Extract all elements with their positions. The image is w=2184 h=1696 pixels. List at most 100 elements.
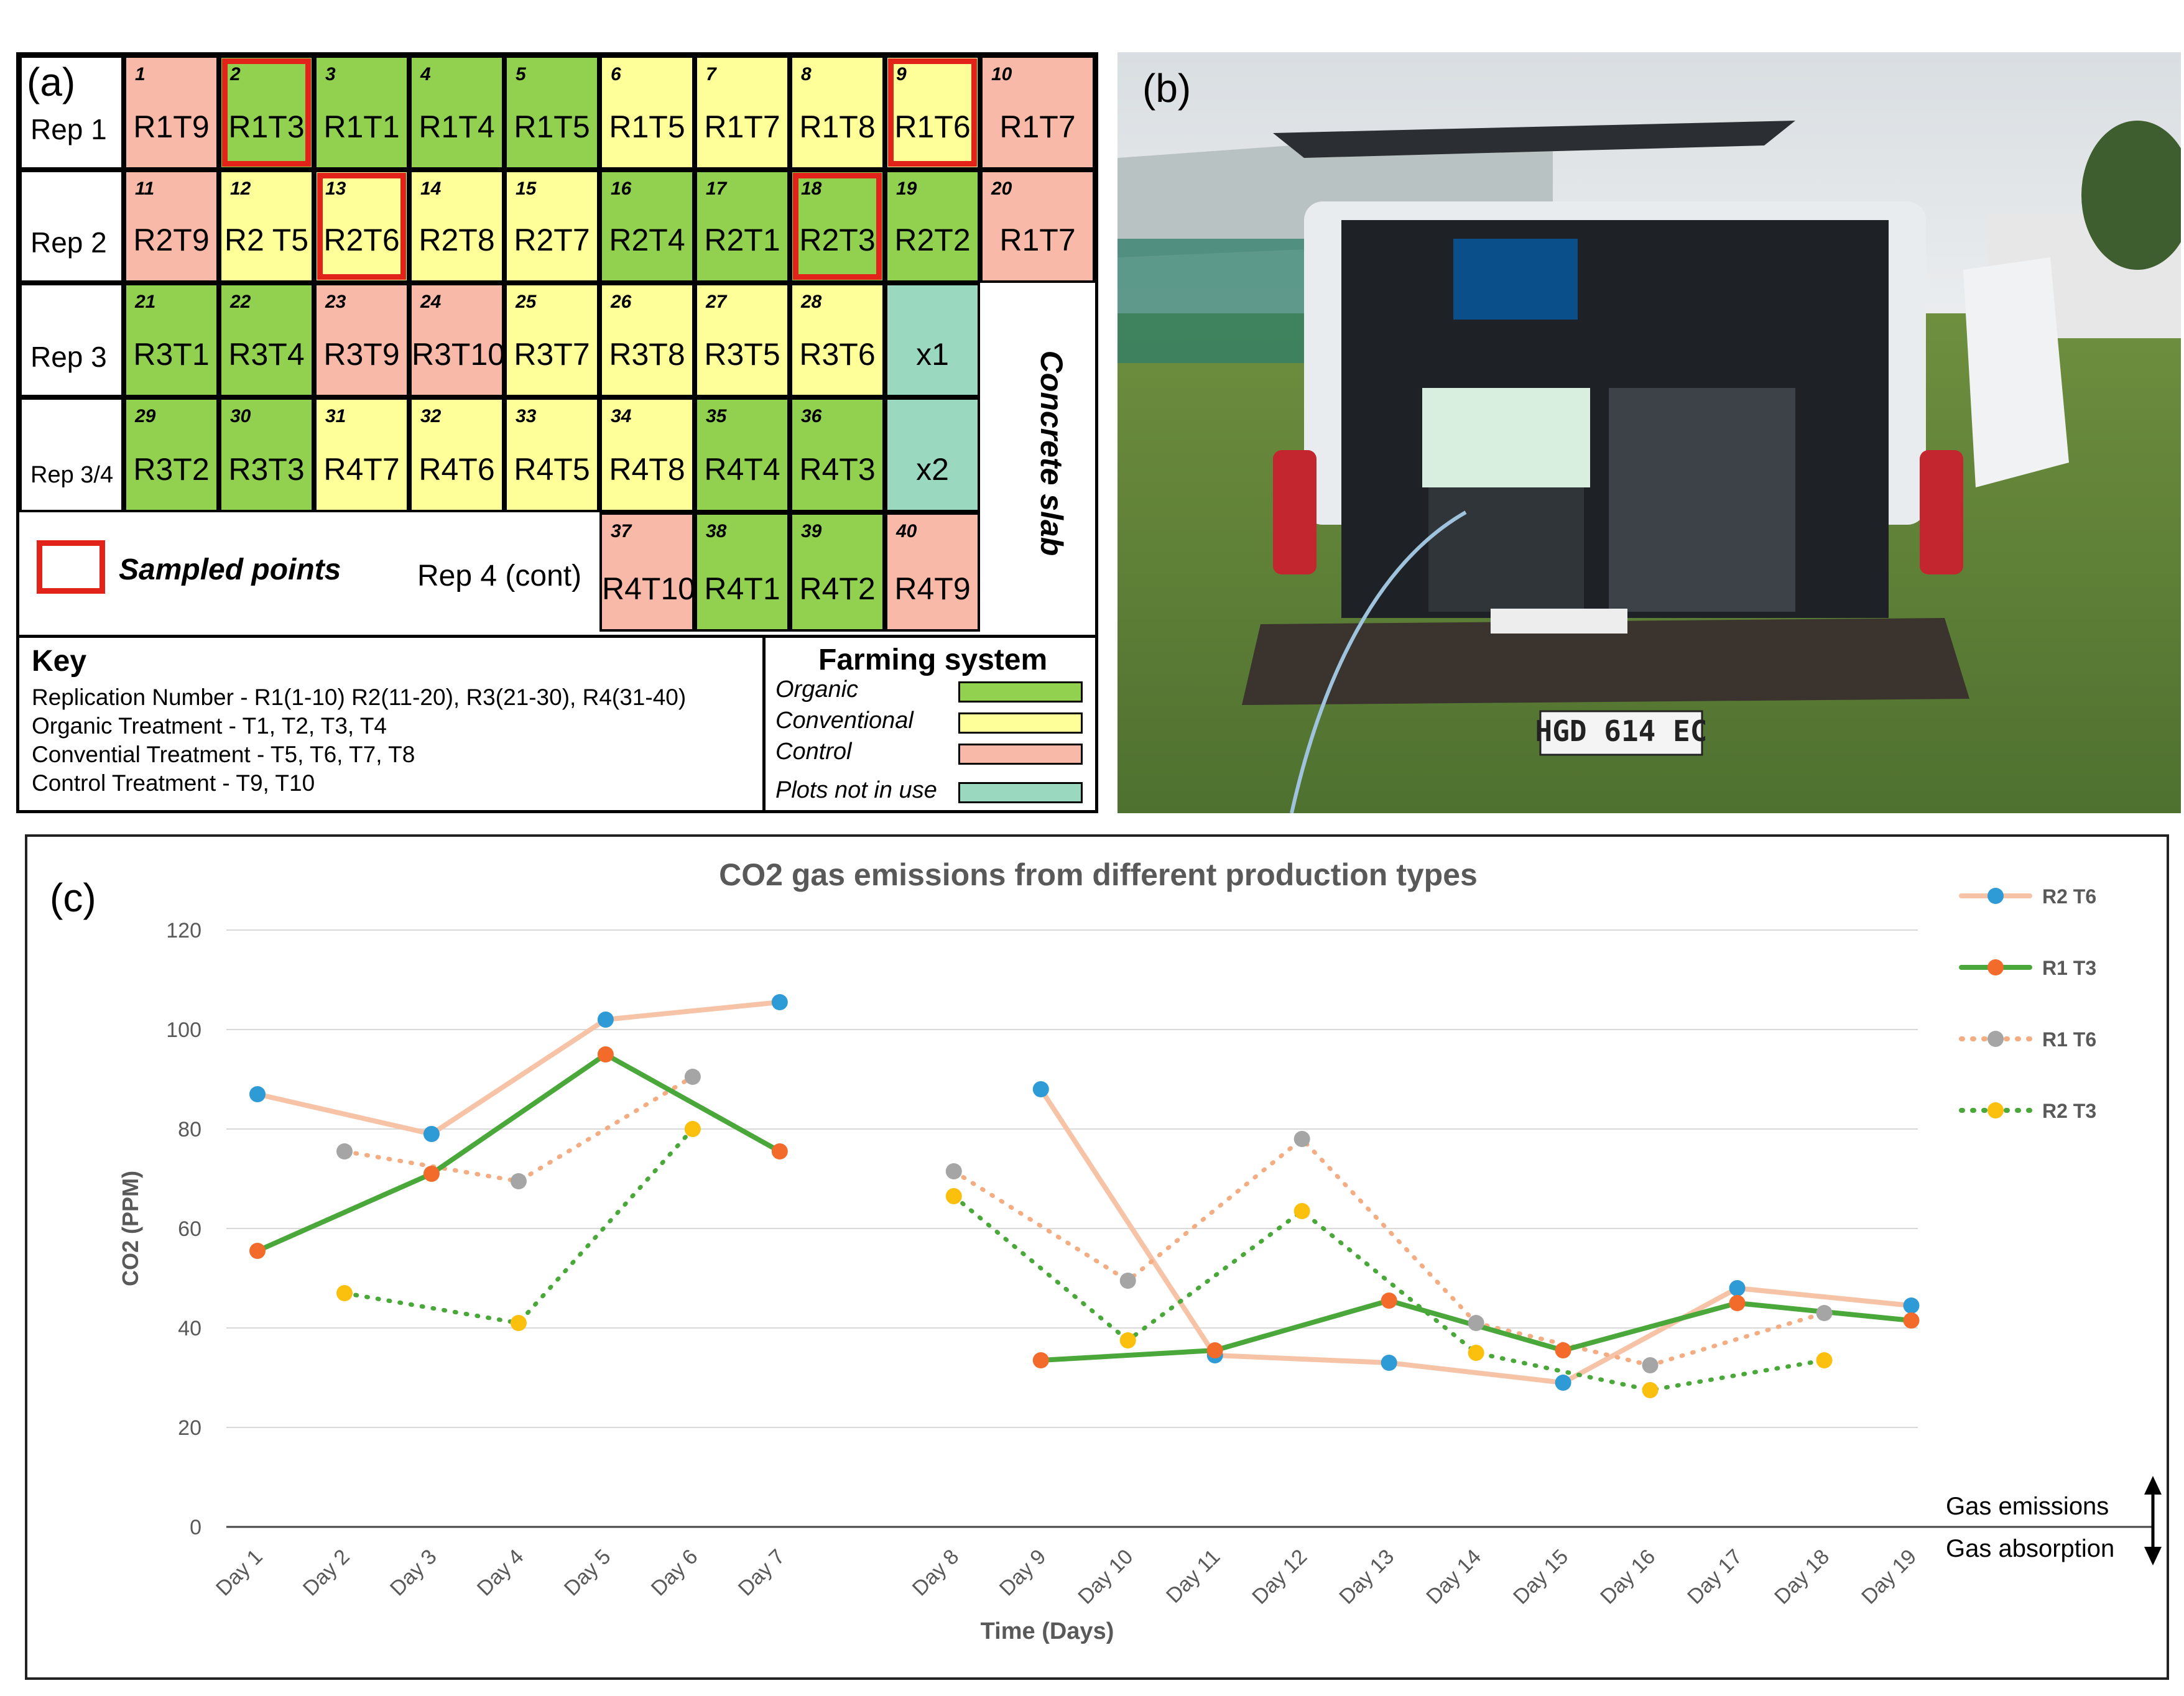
data-point-r1-t3 <box>1032 1352 1049 1368</box>
laptop-screen <box>1453 239 1578 320</box>
plot-cell: 36 R4T3 <box>790 397 885 512</box>
x-tick-label: Day 10 <box>1073 1545 1137 1609</box>
plot-number: 25 <box>516 292 537 312</box>
plot-label: x1 <box>916 337 949 372</box>
plot-label: R3T3 <box>228 452 305 487</box>
plot-number: 22 <box>230 292 251 312</box>
data-point-r1-t6 <box>1468 1315 1484 1331</box>
plot-number: 15 <box>516 178 537 199</box>
farming-conventional-label: Conventional <box>775 707 914 734</box>
plot-number: 24 <box>420 292 442 312</box>
data-point-r2-t3 <box>1119 1332 1136 1348</box>
plot-label: R4T8 <box>609 452 685 487</box>
swatch-organic <box>958 681 1083 703</box>
data-point-r1-t3 <box>1729 1295 1746 1311</box>
plot-label: R4T7 <box>323 452 400 487</box>
plot-cell: x2 <box>885 397 980 512</box>
plot-number: 32 <box>420 406 442 426</box>
x-tick-label: Day 9 <box>995 1545 1051 1601</box>
plot-number: 16 <box>611 178 632 199</box>
notebook <box>1491 609 1627 634</box>
tailgate <box>1242 618 1969 705</box>
plot-number: 31 <box>325 406 346 426</box>
plot-cell: 21 R3T1 <box>124 283 219 397</box>
plot-cell: 27 R3T5 <box>695 283 790 397</box>
plot-number: 33 <box>516 406 537 426</box>
plot-number: 11 <box>135 178 155 199</box>
row-label-3: Rep 3 <box>19 283 124 397</box>
key-line-replication: Replication Number - R1(1-10) R2(11-20),… <box>32 684 687 710</box>
plot-label: R3T1 <box>133 337 210 372</box>
data-point-r1-t6 <box>1119 1273 1136 1289</box>
farming-system-legend: Farming system Organic Conventional Cont… <box>762 638 1098 813</box>
plot-number: 8 <box>801 64 812 85</box>
farming-system-title: Farming system <box>818 643 1048 676</box>
plot-label: R3T6 <box>799 337 876 372</box>
plot-cell: 33 R4T5 <box>504 397 599 512</box>
plot-cell: 38 R4T1 <box>695 512 790 632</box>
legend-marker <box>1987 959 2004 975</box>
plot-cell: 32 R4T6 <box>409 397 504 512</box>
data-point-r2-t3 <box>1468 1345 1484 1361</box>
legend-label: R1 T3 <box>2042 957 2096 979</box>
legend-label: R1 T6 <box>2042 1028 2096 1051</box>
farming-organic-label: Organic <box>775 676 859 703</box>
plot-number: 12 <box>230 178 251 199</box>
open-door <box>1963 257 2069 487</box>
data-point-r1-t3 <box>1555 1342 1571 1358</box>
plot-cell: 12 R2 T5 <box>219 170 314 283</box>
plot-number: 5 <box>516 64 526 85</box>
plot-number: 35 <box>706 406 727 426</box>
plot-number: 7 <box>706 64 716 85</box>
key-line-conventional: Convential Treatment - T5, T6, T7, T8 <box>32 742 415 767</box>
plot-cell: 7 R1T7 <box>695 55 790 170</box>
plot-label: R3T8 <box>609 337 685 372</box>
x-tick-label: Day 14 <box>1422 1545 1486 1609</box>
plot-label: R4T10 <box>602 571 696 606</box>
row-label-text: Rep 2 <box>30 226 107 259</box>
legend-label: R2 T6 <box>2042 885 2096 908</box>
plot-label: R4T1 <box>704 571 780 606</box>
farming-unused-label: Plots not in use <box>775 777 937 803</box>
plot-number: 38 <box>706 521 727 542</box>
plot-label: R2T7 <box>514 223 590 257</box>
plot-number: 21 <box>135 292 156 312</box>
data-point-r2-t6 <box>1555 1375 1571 1391</box>
data-point-r1-t3 <box>249 1243 266 1259</box>
plot-number: 30 <box>230 406 251 426</box>
x-tick-label: Day 18 <box>1770 1545 1834 1609</box>
plot-label: R3T10 <box>412 337 506 372</box>
x-tick-label: Day 7 <box>734 1545 790 1601</box>
plot-label: R1T7 <box>999 223 1076 257</box>
data-point-r2-t3 <box>945 1188 962 1204</box>
plot-cell: 11 R2T9 <box>124 170 219 283</box>
data-point-r1-t3 <box>771 1143 788 1159</box>
x-tick-label: Day 2 <box>298 1545 354 1601</box>
plot-label: R2T6 <box>323 223 400 257</box>
row-label-2: Rep 2 <box>19 170 124 283</box>
data-point-r2-t3 <box>684 1121 701 1137</box>
series-line-r1-t6 <box>951 1136 1827 1368</box>
row-label-4: Rep 3/4 <box>19 397 124 512</box>
plot-label: R4T6 <box>419 452 495 487</box>
plot-number: 34 <box>611 406 632 426</box>
x-tick-label: Day 4 <box>473 1545 529 1601</box>
legend-marker <box>1987 1031 2004 1047</box>
rep4-cont-label: Rep 4 (cont) <box>417 560 582 592</box>
plot-cell: 10 R1T7 <box>980 55 1095 170</box>
x-tick-label: Day 6 <box>647 1545 703 1601</box>
y-tick-label: 0 <box>190 1516 201 1539</box>
x-axis-title: Time (Days) <box>981 1618 1114 1644</box>
series-line-r1-t6 <box>342 1074 695 1184</box>
row-label-text: Rep 3 <box>30 341 107 373</box>
swatch-unused <box>958 782 1083 803</box>
plot-cell: 24 R3T10 <box>409 283 506 397</box>
row-label-text: Rep 1 <box>30 113 107 145</box>
license-plate-text: HGD 614 EC <box>1535 714 1708 748</box>
plot-label: R3T4 <box>228 337 305 372</box>
plot-number: 23 <box>325 292 346 312</box>
plot-cell: 28 R3T6 <box>790 283 885 397</box>
plot-number: 9 <box>896 64 907 85</box>
plot-label: R3T2 <box>133 452 210 487</box>
plot-label: R2T1 <box>704 223 780 257</box>
